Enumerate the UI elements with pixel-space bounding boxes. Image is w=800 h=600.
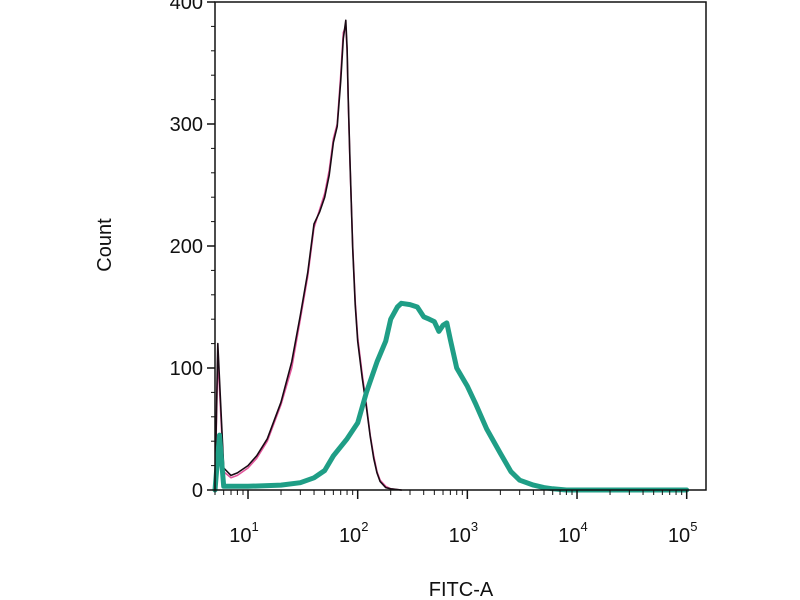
series-line-3 <box>212 300 690 493</box>
y-axis-ticks: 0 100 200 300 400 <box>170 0 215 502</box>
x-axis-ticks: 101 102 103 104 105 <box>214 490 697 547</box>
x-axis-title: FITC-A <box>429 579 494 600</box>
y-tick-label: 200 <box>170 236 203 258</box>
x-tick-label: 103 <box>449 519 478 547</box>
x-tick-label: 104 <box>558 519 587 547</box>
histogram-curves <box>212 19 690 493</box>
plot-frame <box>214 1 707 491</box>
series-line-2 <box>214 19 403 491</box>
y-tick-label: 0 <box>192 480 203 502</box>
x-tick-label: 105 <box>668 519 697 547</box>
y-tick-label: 300 <box>170 114 203 136</box>
series-line-1 <box>214 25 403 491</box>
x-tick-label: 101 <box>229 519 258 547</box>
y-tick-label: 100 <box>170 358 203 380</box>
y-tick-label: 400 <box>170 0 203 14</box>
x-tick-label: 102 <box>339 519 368 547</box>
y-axis-title: Count <box>94 218 116 272</box>
